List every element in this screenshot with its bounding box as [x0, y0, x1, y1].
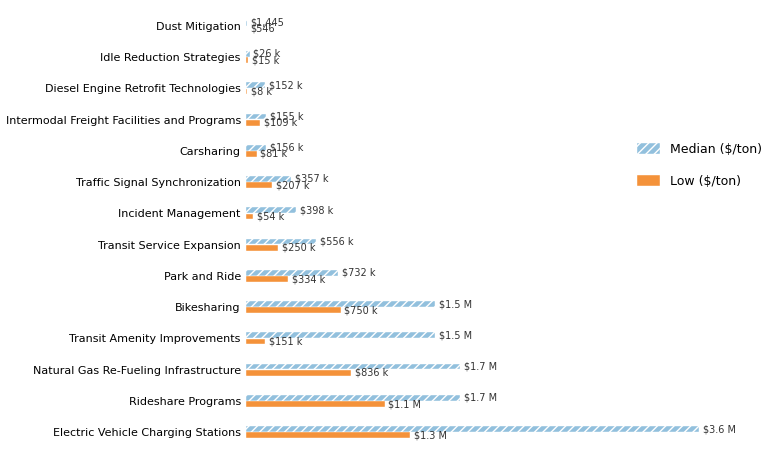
- Text: $556 k: $556 k: [320, 236, 353, 246]
- Text: $1.5 M: $1.5 M: [438, 330, 472, 340]
- Text: $1.7 M: $1.7 M: [464, 393, 497, 403]
- Bar: [246, 120, 260, 125]
- Bar: [246, 182, 272, 188]
- Text: $15 k: $15 k: [252, 55, 279, 65]
- Bar: [246, 245, 278, 251]
- Text: $398 k: $398 k: [300, 205, 333, 215]
- Text: $207 k: $207 k: [276, 180, 310, 190]
- Bar: [246, 401, 385, 407]
- Bar: [246, 82, 265, 88]
- Text: $81 k: $81 k: [261, 149, 288, 159]
- Text: $750 k: $750 k: [345, 305, 378, 315]
- Text: $546: $546: [250, 24, 275, 34]
- Bar: [246, 333, 435, 338]
- Text: $1.5 M: $1.5 M: [438, 299, 472, 309]
- Text: $1,445: $1,445: [250, 18, 284, 28]
- Text: $109 k: $109 k: [264, 118, 297, 128]
- Text: $1.7 M: $1.7 M: [464, 361, 497, 371]
- Bar: [246, 145, 266, 151]
- Text: $54 k: $54 k: [257, 212, 284, 222]
- Text: $156 k: $156 k: [270, 143, 303, 153]
- Bar: [246, 239, 316, 244]
- Bar: [246, 426, 699, 432]
- Text: $1.3 M: $1.3 M: [413, 430, 447, 440]
- Text: $155 k: $155 k: [270, 111, 303, 121]
- Bar: [246, 114, 266, 120]
- Text: $3.6 M: $3.6 M: [703, 424, 736, 434]
- Text: $836 k: $836 k: [355, 368, 388, 378]
- Text: $8 k: $8 k: [251, 87, 272, 97]
- Bar: [246, 364, 460, 369]
- Bar: [246, 395, 460, 401]
- Bar: [246, 51, 250, 57]
- Text: $732 k: $732 k: [342, 268, 376, 278]
- Text: $151 k: $151 k: [269, 337, 303, 347]
- Bar: [246, 207, 296, 213]
- Bar: [246, 176, 291, 182]
- Bar: [246, 301, 435, 307]
- Text: $334 k: $334 k: [292, 274, 325, 284]
- Text: $26 k: $26 k: [254, 49, 281, 59]
- Bar: [246, 57, 248, 63]
- Bar: [246, 151, 257, 157]
- Text: $1.1 M: $1.1 M: [388, 399, 421, 409]
- Bar: [246, 276, 289, 282]
- Bar: [246, 270, 339, 276]
- Bar: [246, 307, 341, 313]
- Bar: [246, 89, 247, 94]
- Bar: [246, 370, 352, 376]
- Legend: Median ($/ton), Low ($/ton): Median ($/ton), Low ($/ton): [631, 137, 768, 194]
- Text: $357 k: $357 k: [295, 174, 328, 184]
- Text: $250 k: $250 k: [282, 243, 315, 253]
- Bar: [246, 214, 254, 219]
- Text: $152 k: $152 k: [269, 80, 303, 90]
- Bar: [246, 432, 410, 438]
- Bar: [246, 338, 265, 344]
